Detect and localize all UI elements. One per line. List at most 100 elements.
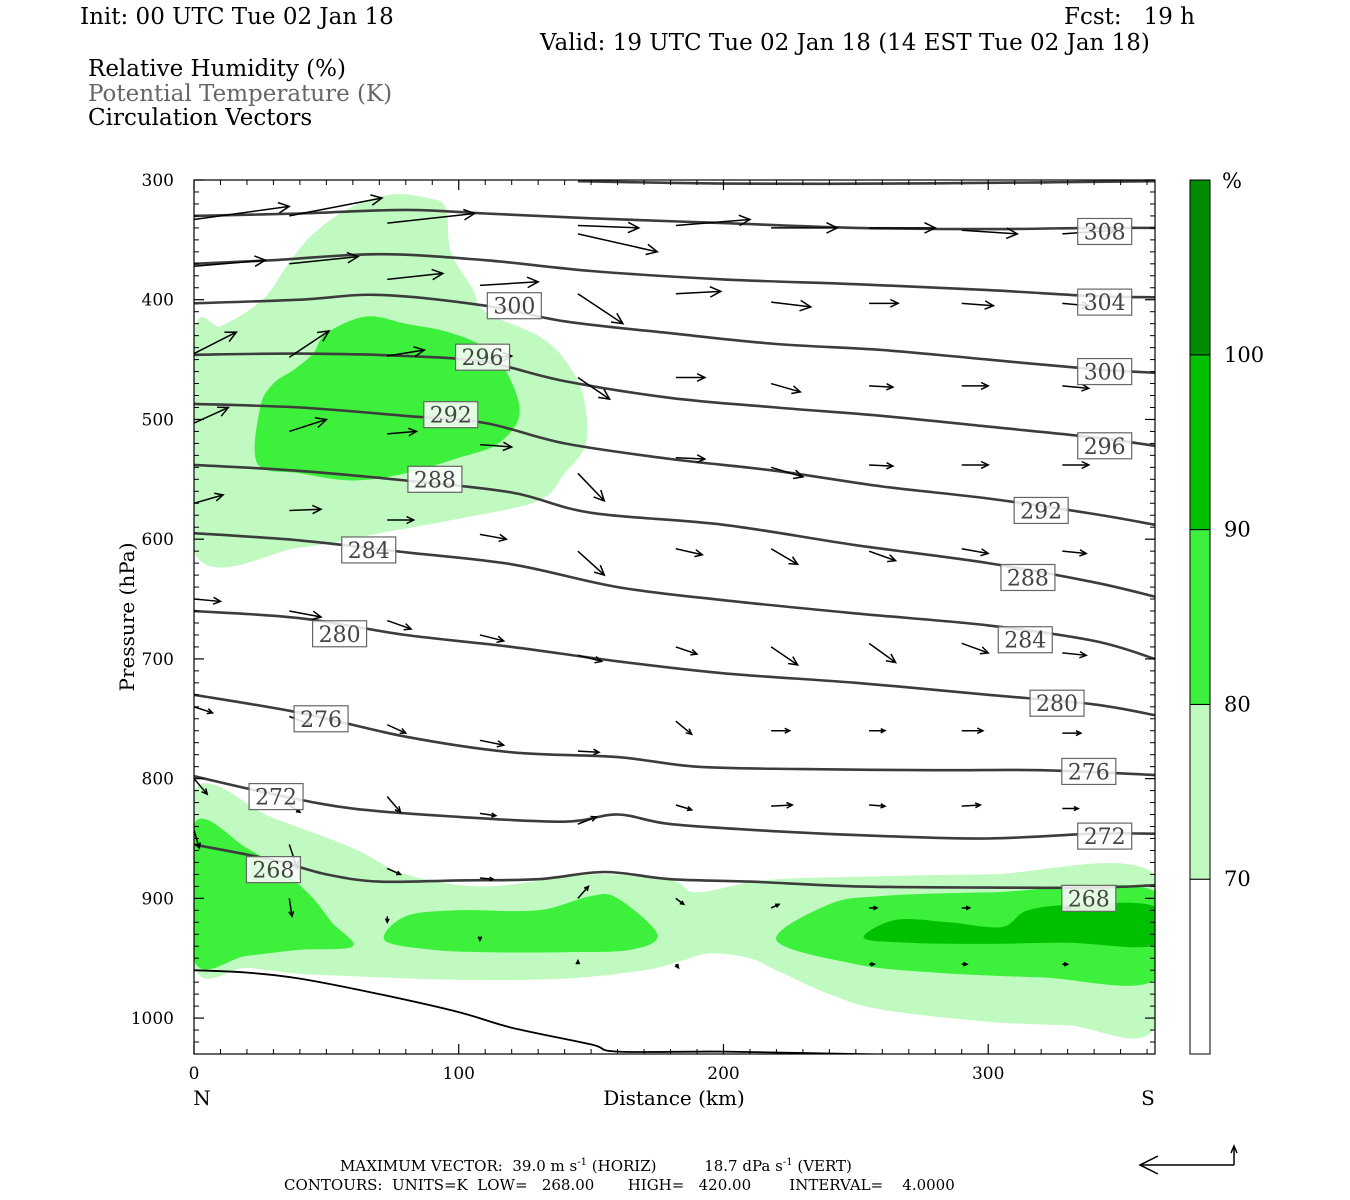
y-axis-title: Pressure (hPa) [115, 543, 139, 692]
circulation-vector [674, 963, 680, 970]
x-axis-title: Distance (km) [603, 1086, 745, 1110]
circulation-vector [575, 958, 581, 965]
colorbar-unit: % [1222, 169, 1242, 193]
svg-text:292: 292 [430, 404, 472, 429]
circulation-vector [479, 739, 506, 748]
isentrope-label-292: 292 [423, 401, 479, 429]
circulation-vector [868, 642, 898, 664]
circulation-vector [1062, 549, 1088, 557]
circulation-vector [479, 441, 514, 452]
circulation-vector [770, 646, 800, 666]
circulation-vector [479, 276, 540, 289]
circulation-vector [770, 903, 781, 909]
field-theta: Potential Temperature (K) [88, 81, 393, 107]
circulation-vector [289, 194, 384, 217]
svg-text:276: 276 [1068, 760, 1110, 785]
y-tick-label: 600 [142, 530, 174, 550]
svg-text:288: 288 [1007, 566, 1049, 591]
isentrope-label-268: 268 [245, 856, 302, 884]
circulation-vector [771, 299, 813, 312]
isentrope-296 [194, 352, 1155, 448]
circulation-vector [961, 727, 985, 735]
circulation-vector [577, 233, 659, 256]
terrain-line [194, 969, 902, 1054]
circulation-vector [675, 548, 704, 558]
colorbar-level-label: 100 [1224, 343, 1264, 367]
y-tick-label: 900 [142, 889, 174, 909]
circulation-vector [961, 381, 990, 391]
max-horiz-value: 39.0 m s [512, 1157, 578, 1175]
isentrope-label-280: 280 [312, 620, 368, 648]
isentrope-label-288: 288 [407, 465, 463, 493]
svg-text:280: 280 [1036, 692, 1078, 717]
reference-vector-icon [1138, 1144, 1238, 1175]
circulation-vector [1062, 961, 1070, 967]
circulation-vector [387, 619, 413, 631]
isentrope-272 [194, 774, 1155, 840]
isentrope-label-276: 276 [293, 705, 349, 733]
circulation-vector [1062, 805, 1080, 812]
isentrope-304 [194, 252, 1155, 299]
circulation-vector [386, 724, 408, 735]
svg-text:268: 268 [1068, 887, 1110, 912]
circulation-vector [479, 634, 506, 644]
svg-text:280: 280 [319, 623, 361, 648]
circulation-vector [577, 748, 601, 756]
isentrope-label-300: 300 [1077, 357, 1133, 386]
max-vector-line: MAXIMUM VECTOR: 39.0 m s-1 (HORIZ) 18.7 … [340, 1157, 852, 1175]
init-time: Init: 00 UTC Tue 02 Jan 18 [80, 4, 394, 30]
isentrope-label-288: 288 [1000, 563, 1056, 591]
x-tick-label: 0 [189, 1064, 200, 1084]
circulation-vector [194, 406, 230, 424]
circulation-vector [869, 383, 895, 391]
plot-frame [193, 179, 1156, 1055]
circulation-vector [771, 222, 840, 234]
isentrope-308 [194, 208, 1155, 231]
isentrope-label-272: 272 [1077, 822, 1133, 850]
circulation-vector [577, 550, 606, 577]
circulation-vector [194, 331, 238, 355]
circulation-vector [1062, 383, 1091, 392]
rh-region-80-4 [383, 894, 658, 953]
max-vert-value: 18.7 dPa s [704, 1157, 783, 1175]
rh-region-80-3 [194, 818, 354, 970]
colorbar-level-label: 70 [1224, 867, 1251, 891]
max-vert-unit: (VERT) [797, 1157, 852, 1175]
circulation-vector [194, 201, 292, 221]
circulation-vector [577, 376, 612, 401]
circulation-vector [288, 898, 295, 919]
isentrope-label-276: 276 [1061, 757, 1117, 785]
colorbar-segment [1189, 878, 1211, 1055]
y-tick-label: 400 [142, 291, 174, 311]
field-vectors: Circulation Vectors [88, 105, 313, 131]
circulation-vector [194, 255, 268, 267]
max-vector-label: MAXIMUM VECTOR: [340, 1157, 503, 1175]
y-tick-label: 500 [142, 410, 174, 430]
circulation-vector [675, 286, 723, 298]
circulation-vector [577, 815, 599, 825]
y-tick-label: 300 [142, 171, 174, 191]
circulation-vector [770, 548, 800, 566]
valid-time: Valid: 19 UTC Tue 02 Jan 18 (14 EST Tue … [540, 30, 1150, 56]
circulation-vector [387, 427, 419, 437]
circulation-vector [869, 728, 887, 734]
forecast-hour: Fcst: 19 h [1064, 4, 1195, 30]
colorbar-segment [1189, 703, 1211, 880]
circulation-vector [577, 221, 641, 234]
svg-text:308: 308 [1084, 220, 1126, 245]
horiz-exponent: -1 [577, 1157, 587, 1168]
circulation-vector [770, 466, 805, 480]
circulation-vector [675, 373, 707, 382]
isentrope-label-284: 284 [341, 536, 397, 564]
isentrope-label-268: 268 [1061, 884, 1117, 912]
svg-text:276: 276 [300, 708, 342, 733]
isentrope-300 [194, 293, 1155, 375]
svg-text:300: 300 [1084, 361, 1126, 386]
circulation-vector [387, 515, 416, 525]
x-right-end-label: S [1141, 1086, 1155, 1110]
circulation-vector [961, 961, 969, 967]
isentrope-268 [194, 843, 1155, 890]
circulation-vector [194, 778, 209, 796]
circulation-vector [961, 548, 990, 557]
